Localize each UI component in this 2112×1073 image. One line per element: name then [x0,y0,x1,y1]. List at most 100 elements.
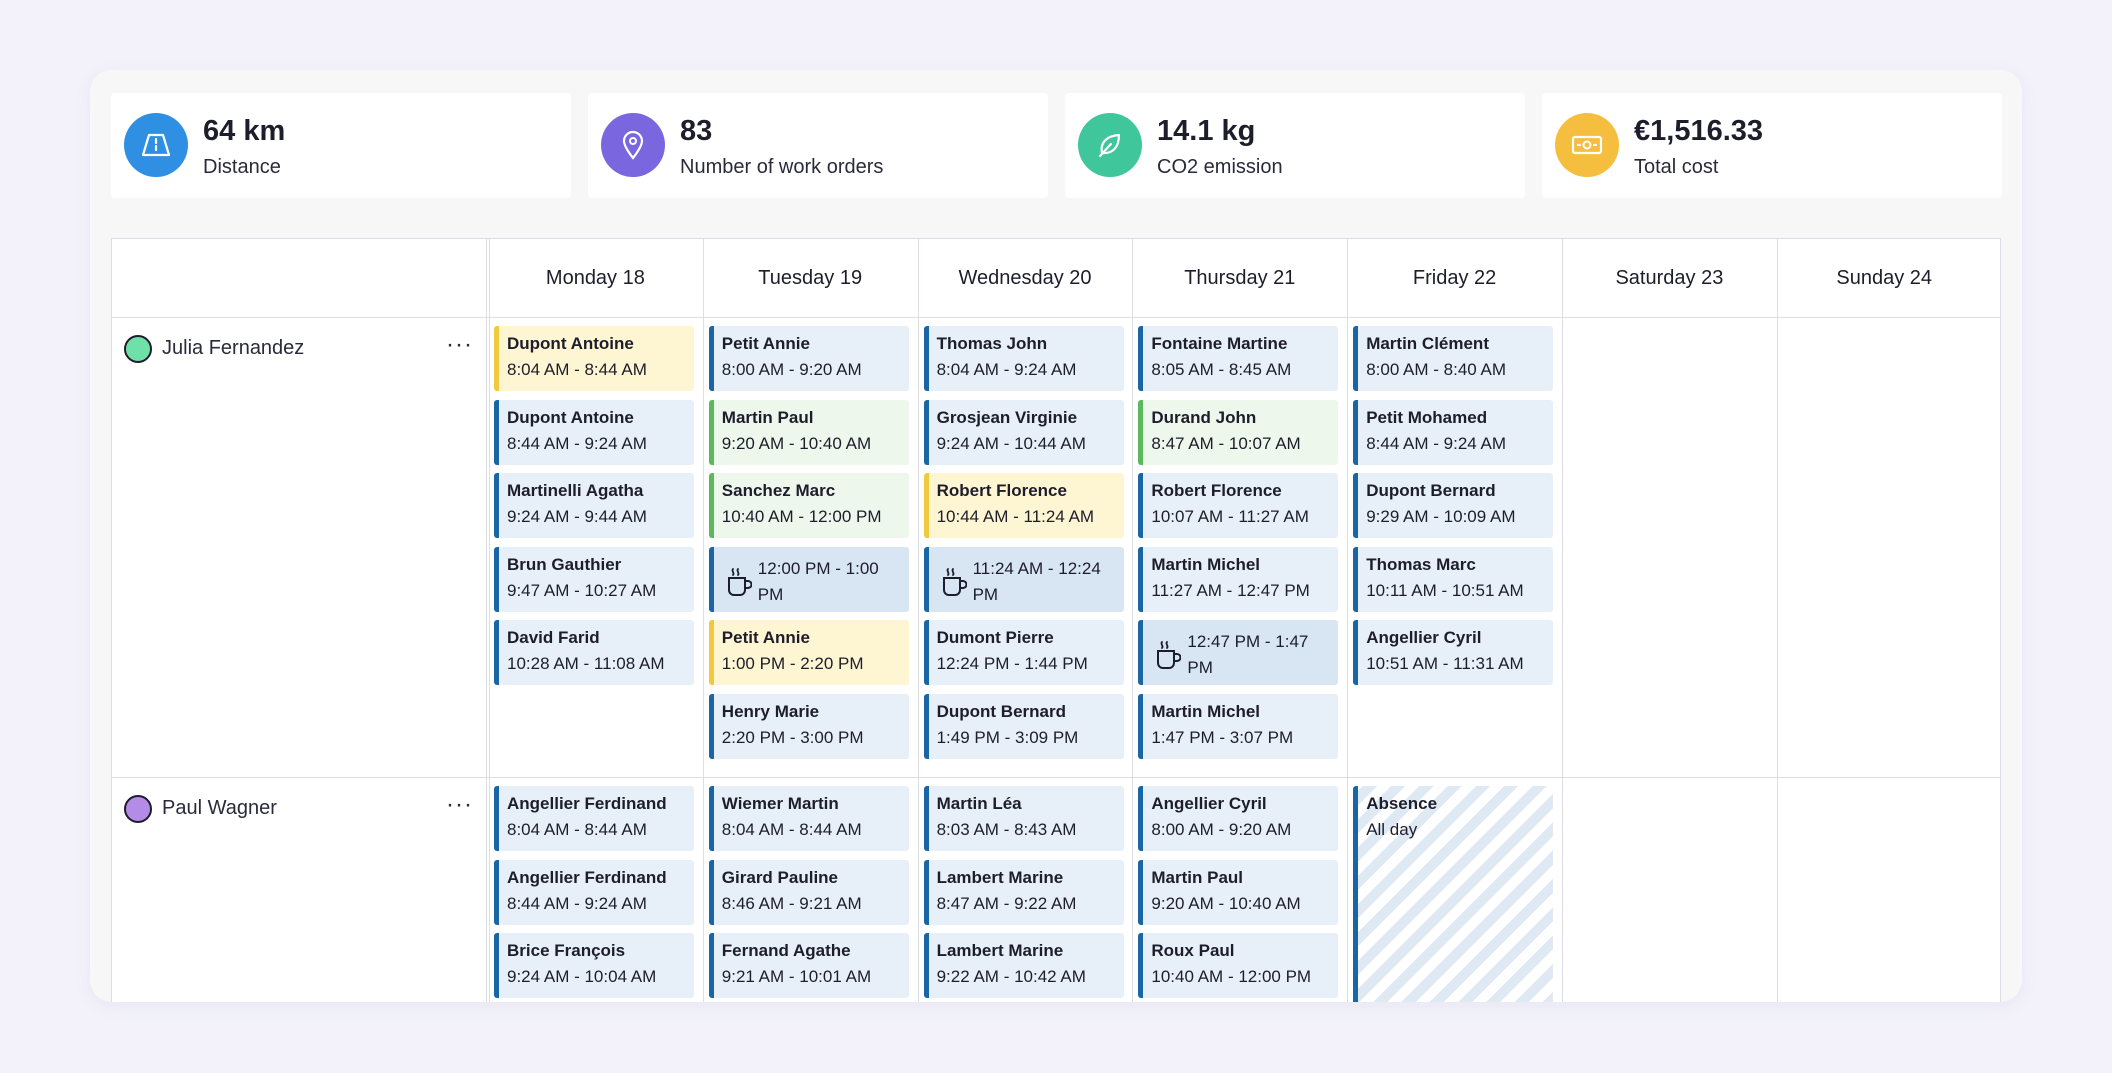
work-order-card[interactable]: Brice François 9:24 AM - 10:04 AM [494,933,694,998]
work-order-time: 8:00 AM - 9:20 AM [1151,820,1292,839]
day-header: Saturday 23 [1615,266,1724,289]
work-order-card[interactable]: Grosjean Virginie 9:24 AM - 10:44 AM [923,399,1124,465]
work-order-card[interactable]: David Farid 10:28 AM - 11:08 AM [494,620,694,685]
work-order-card[interactable]: Lambert Marine 8:47 AM - 9:22 AM [923,859,1124,925]
work-order-time: 8:04 AM - 8:44 AM [507,360,647,379]
work-order-time: All day [1366,820,1418,839]
grid-divider [1776,239,1778,1002]
work-order-card[interactable]: Dupont Bernard 9:29 AM - 10:09 AM [1353,473,1554,538]
absence-card[interactable]: Absence All day [1353,786,1554,1002]
grid-divider [917,239,919,1002]
work-order-card[interactable]: Durand John 8:47 AM - 10:07 AM [1138,399,1339,465]
work-order-card[interactable]: Angellier Cyril 8:00 AM - 9:20 AM [1138,786,1339,851]
work-order-name: Martin Léa [936,794,1022,813]
work-order-card[interactable]: Martin Clément 8:00 AM - 8:40 AM [1353,326,1554,391]
work-order-card[interactable]: Martinelli Agatha 9:24 AM - 9:44 AM [494,473,694,538]
work-order-time: 8:44 AM - 9:24 AM [1366,433,1507,453]
work-order-time: 9:24 AM - 9:44 AM [507,507,647,526]
work-order-time: 9:24 AM - 10:44 AM [936,433,1086,453]
work-order-card[interactable]: Martin Paul 9:20 AM - 10:40 AM [708,399,909,465]
break-time: 11:24 AM - 12:24 PM [972,558,1101,604]
work-order-name: David Farid [507,628,600,647]
stat-label: Number of work orders [680,156,884,178]
work-order-time: 9:21 AM - 10:01 AM [721,967,872,986]
work-order-name: Lambert Marine [936,867,1064,887]
work-order-name: Fontaine Martine [1151,334,1288,353]
work-order-card[interactable]: Brun Gauthier 9:47 AM - 10:27 AM [494,546,694,612]
work-order-card[interactable]: Wiemer Martin 8:04 AM - 8:44 AM [708,786,909,851]
stat-card: 64 km Distance [111,93,571,198]
more-options-icon[interactable]: ··· [446,791,473,818]
work-order-card[interactable]: Dumont Pierre 12:24 PM - 1:44 PM [923,620,1124,685]
work-order-name: Grosjean Virginie [936,407,1078,427]
work-order-card[interactable]: Sanchez Marc 10:40 AM - 12:00 PM [708,473,909,538]
stat-label: Distance [203,156,281,178]
stat-card: 14.1 kg CO2 emission [1065,93,1525,198]
grid-divider [1132,239,1134,1002]
work-order-card[interactable]: Thomas John 8:04 AM - 9:24 AM [923,326,1124,391]
grid-divider [112,317,2000,318]
work-order-card[interactable]: Lambert Marine 9:22 AM - 10:42 AM [923,933,1124,998]
work-order-name: Martin Michel [1151,554,1261,574]
work-order-time: 8:46 AM - 9:21 AM [721,893,862,913]
work-order-card[interactable]: Angellier Cyril 10:51 AM - 11:31 AM [1353,620,1554,685]
work-order-time: 9:47 AM - 10:27 AM [507,580,657,600]
work-order-card[interactable]: Angellier Ferdinand 8:04 AM - 8:44 AM [494,786,694,851]
work-order-name: Robert Florence [936,481,1067,500]
work-order-time: 1:00 PM - 2:20 PM [721,654,864,673]
work-order-card[interactable]: Dupont Bernard 1:49 PM - 3:09 PM [923,693,1124,759]
work-order-card[interactable]: Martin Michel 11:27 AM - 12:47 PM [1138,546,1339,612]
banknote-badge [1555,113,1619,177]
work-order-card[interactable]: Angellier Ferdinand 8:44 AM - 9:24 AM [494,859,694,925]
avatar [124,335,152,363]
work-order-time: 10:28 AM - 11:08 AM [507,654,665,673]
grid-divider [112,777,2000,778]
grid-divider [486,239,490,1002]
work-order-name: Dupont Bernard [1366,481,1496,500]
work-order-time: 8:04 AM - 8:44 AM [507,820,647,839]
work-order-card[interactable]: Martin Michel 1:47 PM - 3:07 PM [1138,693,1339,759]
stat-value: 83 [680,115,713,147]
work-order-card[interactable]: Thomas Marc 10:11 AM - 10:51 AM [1353,546,1554,612]
stat-value: €1,516.33 [1634,115,1764,147]
work-order-card[interactable]: Roux Paul 10:40 AM - 12:00 PM [1138,933,1339,998]
work-order-card[interactable]: Dupont Antoine 8:04 AM - 8:44 AM [494,326,694,391]
work-order-card[interactable]: Robert Florence 10:07 AM - 11:27 AM [1138,473,1339,538]
break-card[interactable]: 12:47 PM - 1:47 PM [1138,620,1339,685]
day-header: Wednesday 20 [958,266,1092,289]
work-order-card[interactable]: Fernand Agathe 9:21 AM - 10:01 AM [708,933,909,998]
stat-card: 83 Number of work orders [588,93,1048,198]
work-order-time: 8:04 AM - 8:44 AM [721,820,862,839]
break-card[interactable]: 12:00 PM - 1:00 PM [708,546,909,612]
work-order-card[interactable]: Petit Annie 8:00 AM - 9:20 AM [708,326,909,391]
work-order-card[interactable]: Fontaine Martine 8:05 AM - 8:45 AM [1138,326,1339,391]
leaf-icon [1096,131,1124,159]
work-order-time: 10:44 AM - 11:24 AM [936,507,1095,526]
work-order-time: 10:51 AM - 11:31 AM [1366,654,1524,673]
work-order-time: 1:47 PM - 3:07 PM [1151,727,1294,747]
resource-row-header: Paul Wagner ··· [124,791,484,831]
planning-panel: 64 km Distance 83 Number of work orders 14.1… [90,70,2022,1002]
work-order-name: Martin Michel [1151,701,1261,721]
work-order-time: 2:20 PM - 3:00 PM [721,727,864,747]
schedule-grid: Monday 18 Tuesday 19 Wednesday 20 Thursday … [111,238,2001,1002]
work-order-time: 9:22 AM - 10:42 AM [936,967,1086,986]
more-options-icon[interactable]: ··· [446,331,473,358]
resource-name: Julia Fernandez [162,337,305,359]
coffee-cup-icon [1155,640,1182,675]
work-order-name: Dupont Antoine [507,407,634,427]
work-order-card[interactable]: Henry Marie 2:20 PM - 3:00 PM [708,693,909,759]
work-order-name: Dupont Antoine [507,334,634,353]
work-order-time: 9:20 AM - 10:40 AM [721,433,872,453]
work-order-card[interactable]: Robert Florence 10:44 AM - 11:24 AM [923,473,1124,538]
work-order-time: 10:40 AM - 12:00 PM [721,507,882,526]
map-pin-badge [601,113,665,177]
break-card[interactable]: 11:24 AM - 12:24 PM [923,546,1124,612]
work-order-card[interactable]: Petit Mohamed 8:44 AM - 9:24 AM [1353,399,1554,465]
work-order-card[interactable]: Martin Léa 8:03 AM - 8:43 AM [923,786,1124,851]
work-order-time: 8:05 AM - 8:45 AM [1151,360,1292,379]
work-order-card[interactable]: Girard Pauline 8:46 AM - 9:21 AM [708,859,909,925]
work-order-card[interactable]: Dupont Antoine 8:44 AM - 9:24 AM [494,399,694,465]
work-order-card[interactable]: Petit Annie 1:00 PM - 2:20 PM [708,620,909,685]
work-order-card[interactable]: Martin Paul 9:20 AM - 10:40 AM [1138,859,1339,925]
